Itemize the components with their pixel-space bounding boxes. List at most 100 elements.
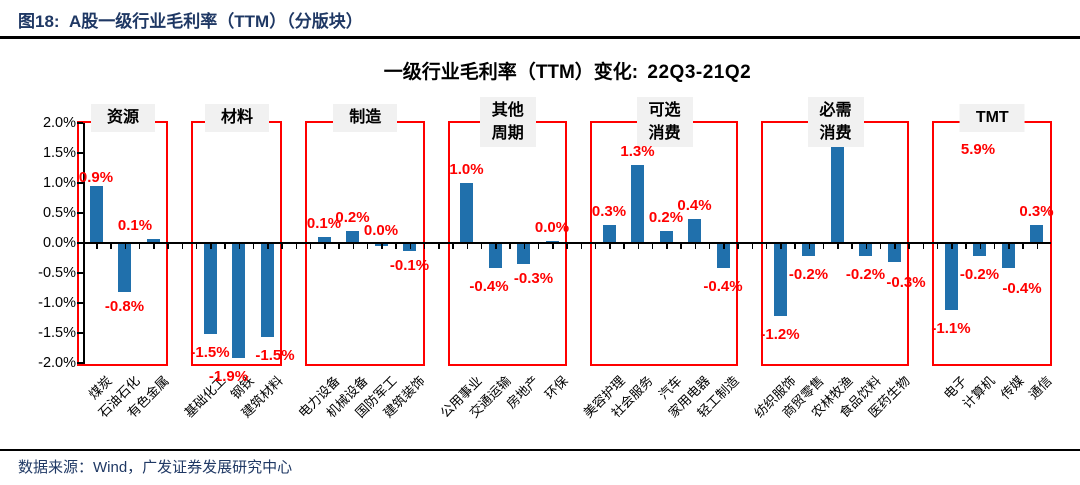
x-axis-tick — [708, 244, 711, 250]
bar — [830, 123, 844, 243]
x-axis-tick — [637, 244, 639, 250]
x-axis-tick — [922, 244, 924, 250]
group-label: 可选 消费 — [636, 97, 693, 147]
x-axis-tick — [680, 244, 682, 250]
x-axis-label: 环保 — [541, 373, 571, 403]
bar — [688, 219, 701, 243]
y-axis-tick — [77, 122, 83, 124]
y-axis-tick-label: -1.0% — [38, 295, 76, 311]
bar-value-label: -0.2% — [845, 266, 886, 283]
x-axis-tick — [523, 244, 525, 250]
x-axis-tick — [1022, 244, 1024, 250]
x-axis-tick — [1036, 244, 1038, 250]
x-axis-tick — [210, 244, 212, 250]
y-axis-tick — [77, 362, 83, 364]
chart-title-text: 一级行业毛利率（TTM）变化: — [383, 62, 644, 83]
x-axis-tick — [181, 244, 183, 250]
x-axis-tick — [381, 244, 383, 250]
group-label: TMT — [959, 104, 1025, 132]
bar — [317, 237, 331, 243]
x-axis-tick — [452, 244, 454, 250]
bar — [118, 244, 131, 292]
bar — [460, 183, 473, 243]
x-axis-tick — [936, 244, 939, 250]
x-axis-tick — [338, 244, 340, 250]
group-label: 制造 — [333, 104, 398, 132]
x-axis-tick — [965, 244, 967, 250]
bar-value-label: 0.1% — [306, 215, 342, 232]
x-axis-tick — [794, 244, 796, 250]
bar-value-label: -0.4% — [1002, 280, 1042, 297]
bar-value-label: -0.3% — [886, 274, 926, 291]
bar — [716, 244, 730, 268]
bar-value-label: -0.1% — [389, 257, 430, 275]
x-axis-tick — [751, 244, 753, 250]
bar — [89, 186, 103, 243]
x-axis-tick — [1008, 244, 1010, 250]
x-axis-tick — [324, 244, 326, 250]
x-axis-tick — [566, 244, 568, 250]
source-text: 数据来源：Wind，广发证券发展研究中心 — [18, 459, 293, 476]
x-axis-tick — [993, 244, 996, 250]
x-axis-tick — [879, 244, 882, 250]
bar-value-label: 0.0% — [534, 219, 570, 236]
x-axis-tick — [195, 244, 198, 250]
bar — [203, 244, 217, 334]
x-axis-tick — [594, 244, 597, 250]
x-axis-tick — [409, 244, 411, 250]
x-axis-tick — [694, 244, 696, 250]
x-axis-tick — [851, 244, 853, 250]
group-label: 必需 消费 — [807, 97, 864, 147]
bar-value-label: -1.9% — [208, 368, 249, 385]
bar-value-label: 5.9% — [960, 141, 996, 158]
y-axis-tick — [77, 242, 83, 244]
x-axis-tick — [623, 244, 625, 250]
bar-value-label: -1.2% — [760, 326, 800, 343]
bar-value-label: -1.1% — [931, 320, 971, 337]
y-axis-tick — [77, 152, 83, 154]
bar — [232, 244, 245, 358]
x-axis-tick — [780, 244, 782, 250]
y-axis-tick-label: -2.0% — [38, 355, 76, 371]
y-axis-tick-label: 0.5% — [42, 205, 76, 221]
x-axis-line — [84, 241, 1051, 245]
y-axis-tick-label: -0.5% — [38, 265, 76, 281]
bar-value-label: 0.3% — [1019, 203, 1054, 220]
bar-value-label: -0.2% — [788, 266, 829, 283]
bar-value-label: -0.2% — [959, 266, 1000, 283]
y-axis-tick — [77, 212, 83, 214]
x-axis-tick — [224, 244, 226, 250]
x-axis-label: 传媒 — [997, 373, 1027, 403]
bar — [887, 244, 901, 262]
bar — [859, 244, 872, 256]
x-axis-tick — [438, 244, 440, 250]
y-axis-tick-label: 0.0% — [42, 235, 76, 251]
x-axis-tick — [666, 244, 668, 250]
bar-value-label: -0.3% — [513, 269, 554, 287]
bar — [1030, 225, 1043, 243]
x-axis-tick — [466, 244, 468, 250]
x-axis-tick — [822, 244, 825, 250]
group-label: 资源 — [90, 104, 156, 132]
x-axis-tick — [167, 244, 169, 250]
x-axis-tick — [352, 244, 354, 250]
chart-title: 一级行业毛利率（TTM）变化: 22Q3-21Q2 — [84, 57, 1051, 84]
x-axis-tick — [495, 244, 497, 250]
x-axis-tick — [894, 244, 896, 250]
bar-value-label: 0.3% — [591, 203, 627, 220]
bar — [973, 244, 986, 256]
x-axis-tick — [865, 244, 867, 250]
x-axis-tick — [951, 244, 953, 250]
x-axis-tick — [908, 244, 910, 250]
x-axis-tick — [423, 244, 426, 250]
bar — [802, 244, 815, 256]
x-axis-tick — [252, 244, 255, 250]
y-axis-tick-label: -1.5% — [38, 325, 76, 341]
bar-value-label: 0.2% — [648, 209, 684, 226]
x-axis-tick — [765, 244, 768, 250]
bar — [517, 244, 530, 264]
bar-value-label: 0.4% — [677, 197, 712, 214]
figure-title: 图18: A股一级行业毛利率（TTM）（分版块） — [18, 12, 363, 31]
footer-divider — [0, 449, 1080, 451]
